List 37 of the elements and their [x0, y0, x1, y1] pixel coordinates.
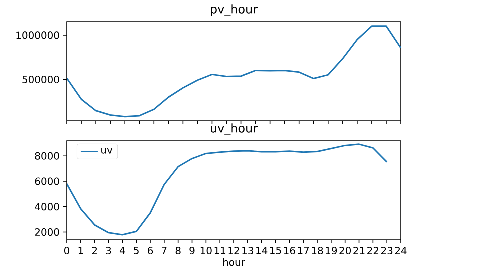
line-series: [67, 144, 388, 236]
x-tick-label: 2: [92, 247, 98, 254]
x-tick-label: 21: [354, 247, 365, 254]
x-tick-label: 19: [326, 247, 338, 255]
y-tick-label: 6000: [35, 178, 60, 186]
x-tick-label: 1: [78, 247, 84, 254]
x-tick-label: 18: [312, 247, 324, 255]
y-tick-label: 2000: [35, 228, 60, 236]
y-tick-label: 500000: [22, 76, 60, 84]
x-tick-label: 13: [242, 247, 254, 255]
x-tick-label: 7: [162, 247, 167, 254]
y-tick-label: 1000000: [16, 32, 60, 40]
x-tick-label: 22: [368, 247, 379, 254]
line-series: [67, 26, 402, 118]
y-tick-label: 8000: [35, 152, 60, 160]
x-tick-label: 23: [381, 247, 393, 255]
x-tick-label: 3: [106, 247, 112, 255]
y-tick-label: 4000: [35, 203, 60, 211]
x-tick-label: 11: [214, 247, 226, 254]
chart-title: pv_hour: [211, 4, 258, 16]
x-tick-label: 15: [270, 247, 282, 254]
x-tick-label: 17: [298, 247, 310, 254]
legend-label: uv: [102, 148, 113, 154]
x-tick-label: 8: [176, 247, 181, 255]
x-tick-label: 20: [340, 247, 352, 255]
x-tick-label: 16: [284, 247, 296, 255]
x-tick-label: 6: [148, 247, 154, 255]
x-tick-label: 5: [134, 247, 139, 254]
chart-title: uv_hour: [211, 124, 258, 136]
x-tick-label: 4: [120, 247, 126, 254]
x-tick-label: 9: [190, 247, 195, 255]
x-tick-label: 10: [200, 247, 212, 255]
x-tick-label: 0: [64, 247, 70, 255]
x-tick-label: 14: [256, 247, 268, 254]
x-axis-title: hour: [224, 258, 246, 266]
x-tick-label: 12: [228, 247, 240, 254]
x-tick-label: 24: [395, 247, 407, 254]
